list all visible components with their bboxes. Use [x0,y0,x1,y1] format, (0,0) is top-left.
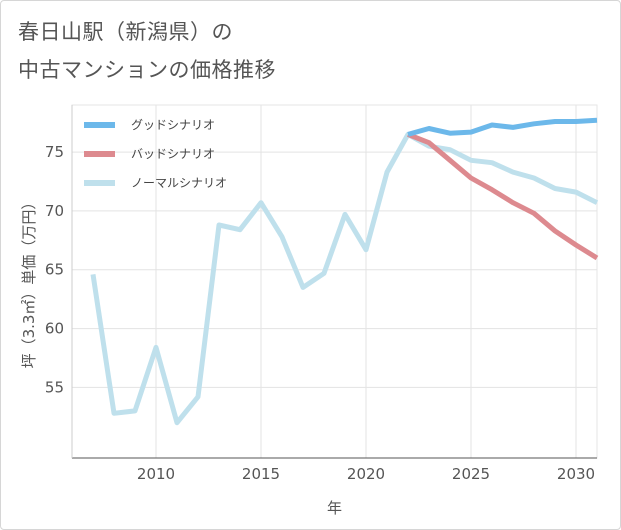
y-tick-label: 70 [45,202,64,220]
x-tick-label: 2010 [137,465,175,483]
chart-title-line-2: 中古マンションの価格推移 [18,58,276,82]
legend-label-0: グッドシナリオ [131,118,215,132]
legend-label-1: バッドシナリオ [131,147,215,161]
x-tick-label: 2015 [242,465,280,483]
x-tick-label: 2020 [347,465,385,483]
chart-title-line-1: 春日山駅（新潟県）の [18,20,233,44]
ticks: 55 60 65 70 75 2010 2015 2020 2025 2030 [45,143,595,483]
y-tick-label: 65 [45,261,64,279]
y-tick-label: 55 [45,378,64,396]
x-axis-label: 年 [327,499,342,517]
grid [71,104,598,459]
series-line-0 [407,117,598,137]
y-axis-label: 坪（3.3㎡）単価（万円） [20,195,38,369]
legend-label-2: ノーマルシナリオ [131,176,227,190]
y-tick-label: 60 [45,320,64,338]
series-lines [90,117,599,426]
x-tick-label: 2030 [557,465,595,483]
series-line-1 [407,132,599,261]
y-tick-label: 75 [45,143,64,161]
x-tick-label: 2025 [452,465,490,483]
series-line-2 [90,131,599,426]
